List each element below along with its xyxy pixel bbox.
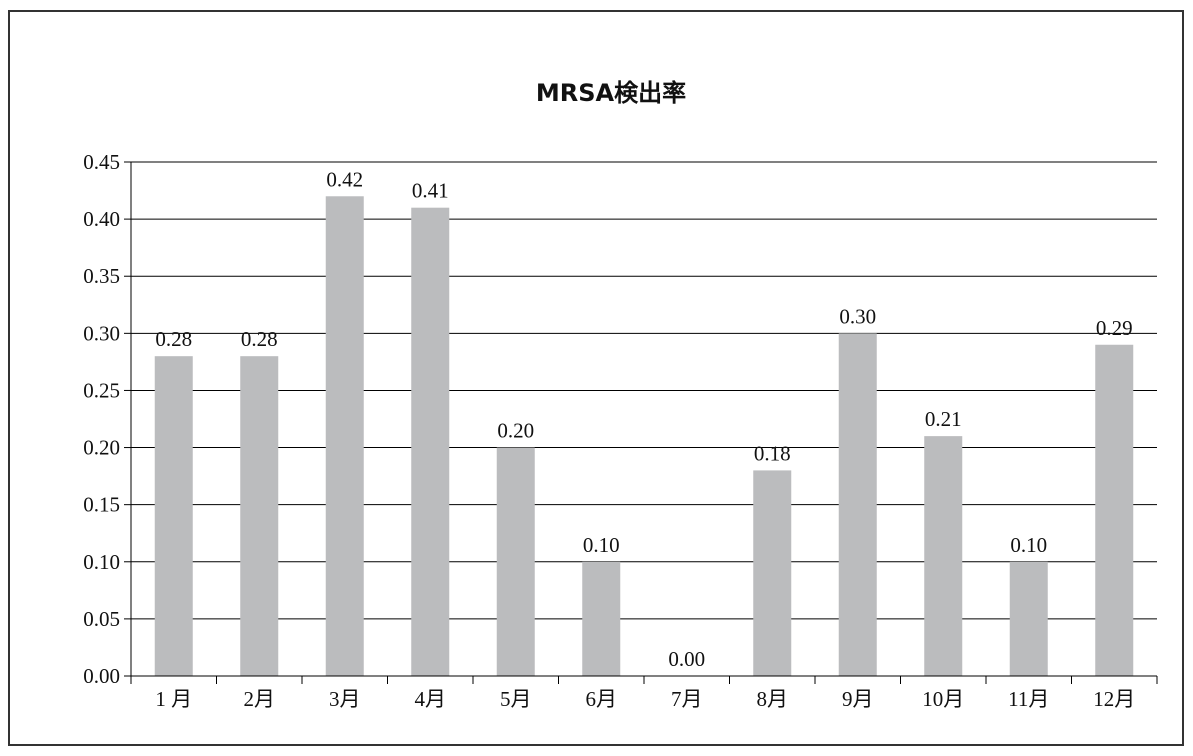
bar <box>411 207 450 676</box>
x-tick-label: 6月 <box>586 687 618 711</box>
data-label: 0.18 <box>754 441 791 465</box>
grid-lines <box>131 161 1157 620</box>
y-tick-label: 0.35 <box>83 264 120 288</box>
y-tick-label: 0.45 <box>83 150 120 174</box>
data-label: 0.10 <box>1010 533 1047 557</box>
x-tick-label: 11月 <box>1008 687 1049 711</box>
bar <box>1009 561 1048 676</box>
y-tick-label: 0.00 <box>83 664 120 688</box>
x-tick-label: 4月 <box>415 687 447 711</box>
data-label: 0.42 <box>326 167 363 191</box>
chart-title: MRSA検出率 <box>536 79 686 107</box>
data-label: 0.41 <box>412 179 449 203</box>
y-tick-label: 0.15 <box>83 493 120 517</box>
y-tick-label: 0.25 <box>83 378 120 402</box>
bar <box>325 196 364 676</box>
x-tick-label: 3月 <box>329 687 361 711</box>
bar <box>924 436 963 676</box>
x-tick-label: 10月 <box>922 687 964 711</box>
data-label: 0.20 <box>497 419 534 443</box>
bars <box>154 196 1134 676</box>
y-tick-label: 0.05 <box>83 607 120 631</box>
y-tick-label: 0.30 <box>83 321 120 345</box>
axes <box>124 161 1158 684</box>
x-tick-label: 12月 <box>1093 687 1135 711</box>
bar <box>240 356 279 676</box>
x-tick-label: 7月 <box>671 687 703 711</box>
x-tick-label: 1 月 <box>155 687 192 711</box>
bar <box>753 470 792 676</box>
labels: 0.00 0.05 0.10 0.15 0.20 0.25 0.30 0.35 0.40 0.45… <box>83 150 1135 711</box>
bar <box>154 356 193 676</box>
data-label: 0.21 <box>925 407 962 431</box>
bar <box>1095 344 1134 676</box>
data-label: 0.29 <box>1096 316 1133 340</box>
data-label: 0.10 <box>583 533 620 557</box>
x-tick-label: 5月 <box>500 687 532 711</box>
bar <box>496 447 535 676</box>
x-tick-label: 8月 <box>757 687 789 711</box>
bar <box>838 333 877 676</box>
data-label: 0.28 <box>155 327 192 351</box>
chart-frame <box>8 10 1184 746</box>
data-label: 0.28 <box>241 327 278 351</box>
x-tick-label: 9月 <box>842 687 874 711</box>
data-label: 0.00 <box>668 647 705 671</box>
x-tick-label: 2月 <box>244 687 276 711</box>
y-tick-label: 0.20 <box>83 436 120 460</box>
y-tick-label: 0.40 <box>83 207 120 231</box>
data-label: 0.30 <box>839 304 876 328</box>
y-tick-label: 0.10 <box>83 550 120 574</box>
bar <box>582 561 621 676</box>
